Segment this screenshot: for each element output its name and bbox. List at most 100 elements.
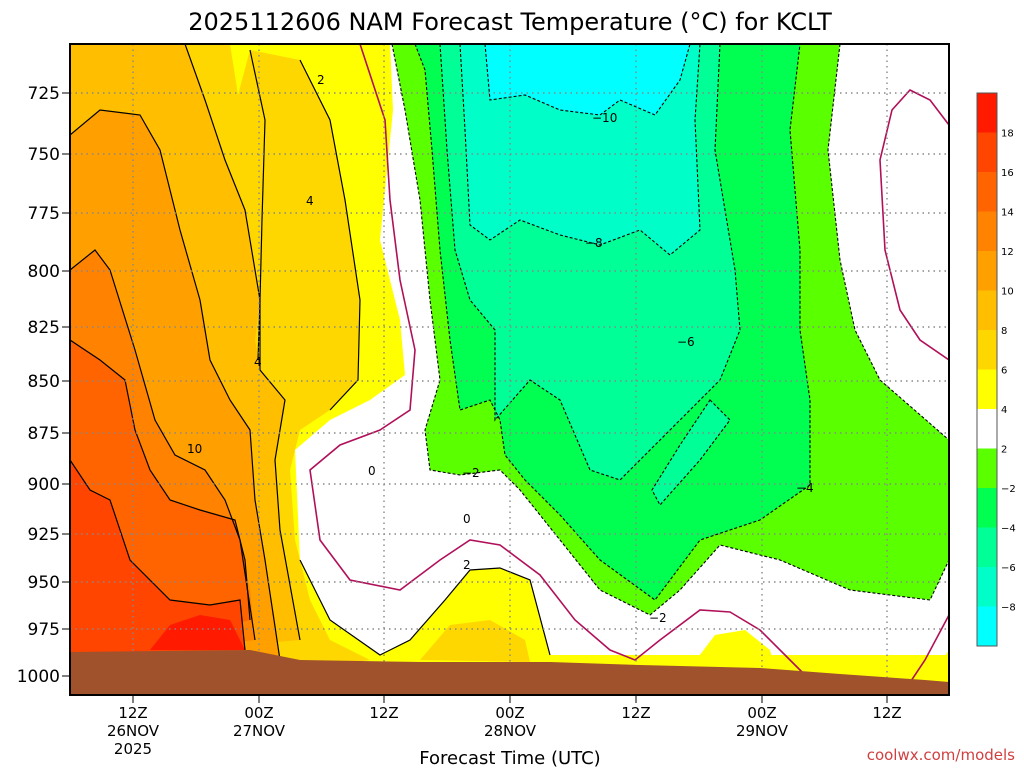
contour-label: −8 (585, 236, 603, 250)
colorbar-swatch (977, 527, 997, 567)
colorbar: 18 16 14 12 10 8 6 4 2 −2 −4 −6 −8 (976, 92, 1016, 647)
grid-lines (70, 44, 949, 695)
contour-minus2-upper (827, 44, 949, 441)
svg-text:29NOV: 29NOV (736, 722, 789, 740)
colorbar-tick-label: −6 (1001, 563, 1016, 574)
region-right-2-to-4 (690, 630, 775, 670)
contour-label: 0 (463, 512, 471, 526)
plot-area (70, 44, 949, 695)
svg-text:2025: 2025 (114, 740, 152, 758)
colorbar-swatch (977, 330, 997, 370)
svg-text:800: 800 (28, 262, 60, 282)
y-tick: 825 (28, 318, 70, 338)
contour-label: −2 (649, 611, 667, 625)
colorbar-swatch (977, 211, 997, 251)
contour-label: 2 (463, 558, 471, 572)
region-14-to-16 (70, 460, 245, 660)
y-tick: 775 (28, 204, 70, 224)
x-tick: 00Z 29NOV (736, 695, 789, 740)
contour-label: 0 (368, 464, 376, 478)
contour-6 (184, 44, 301, 641)
contour-minus6 (439, 44, 741, 481)
region-minus6-pocket (652, 400, 730, 505)
region-below-minus10 (485, 44, 690, 115)
y-tick: 750 (28, 145, 70, 165)
contour-zero-right (879, 89, 949, 361)
svg-text:950: 950 (28, 573, 60, 593)
y-tick: 875 (28, 424, 70, 444)
y-tick: 725 (28, 84, 70, 104)
colorbar-swatch (977, 369, 997, 409)
x-axis: 12Z 26NOV 2025 00Z 27NOV 12Z 00Z 28NOV 1… (107, 695, 902, 758)
colorbar-tick-label: 12 (1001, 247, 1014, 258)
contour-12 (70, 339, 251, 621)
colorbar-swatch (977, 172, 997, 212)
x-tick: 00Z 28NOV (484, 695, 537, 740)
svg-text:27NOV: 27NOV (233, 722, 286, 740)
svg-text:850: 850 (28, 372, 60, 392)
chart-title: 2025112606 NAM Forecast Temperature (°C)… (188, 8, 832, 36)
y-axis: 725 750 775 800 825 850 875 900 925 950 … (17, 84, 70, 687)
contour-zero-left (309, 44, 821, 691)
contour-8 (70, 109, 281, 661)
contour-minus10 (484, 44, 691, 116)
colorbar-swatch (977, 488, 997, 528)
contour-minus2 (391, 44, 949, 616)
contour-label: −6 (677, 335, 695, 349)
svg-text:12Z: 12Z (118, 704, 147, 722)
contour-2 (299, 59, 361, 411)
svg-text:1000: 1000 (17, 667, 60, 687)
contour-label: 2 (317, 73, 325, 87)
contour-label: −10 (592, 111, 617, 125)
x-tick: 12Z (369, 695, 399, 722)
contour-2-lower (299, 559, 551, 656)
colorbar-tick-label: 4 (1001, 405, 1007, 416)
credit-text: coolwx.com/models (867, 746, 1015, 764)
colorbar-swatch (977, 409, 997, 449)
contour-14 (70, 459, 246, 651)
colorbar-swatch (977, 290, 997, 330)
svg-text:925: 925 (28, 525, 60, 545)
x-tick: 00Z 27NOV (233, 695, 286, 740)
contour-minus8 (459, 44, 701, 256)
y-tick: 975 (28, 620, 70, 640)
region-4-6-lower-bubble (420, 620, 530, 662)
colorbar-tick-label: −8 (1001, 603, 1016, 614)
colorbar-swatch (977, 567, 997, 607)
svg-text:12Z: 12Z (872, 704, 901, 722)
svg-text:750: 750 (28, 145, 60, 165)
colorbar-swatch (977, 251, 997, 291)
svg-text:00Z: 00Z (495, 704, 524, 722)
contour-label: 4 (306, 194, 314, 208)
colorbar-tick-label: 18 (1001, 129, 1014, 140)
x-tick: 12Z (621, 695, 651, 722)
y-tick: 925 (28, 525, 70, 545)
colorbar-frame (976, 92, 998, 647)
region-16-plus (150, 615, 245, 650)
svg-text:875: 875 (28, 424, 60, 444)
colorbar-tick-label: 16 (1001, 168, 1014, 179)
colorbar-swatch (977, 93, 997, 133)
contour-label: −4 (796, 481, 814, 495)
y-tick: 800 (28, 262, 70, 282)
y-tick: 1000 (17, 667, 70, 687)
colorbar-tick-label: 8 (1001, 326, 1007, 337)
contour-labels: 2 4 4 10 0 −2 0 2 −10 −8 −6 −4 −2 (187, 73, 814, 625)
x-tick: 12Z 26NOV 2025 (107, 695, 160, 758)
x-tick: 12Z (872, 695, 902, 722)
colorbar-swatch (977, 606, 997, 646)
svg-text:775: 775 (28, 204, 60, 224)
svg-text:900: 900 (28, 475, 60, 495)
svg-text:26NOV: 26NOV (107, 722, 160, 740)
contour-label: −2 (462, 466, 480, 480)
contour-label: 4 (254, 355, 262, 369)
y-tick: 850 (28, 372, 70, 392)
svg-text:12Z: 12Z (369, 704, 398, 722)
svg-text:12Z: 12Z (621, 704, 650, 722)
svg-text:00Z: 00Z (747, 704, 776, 722)
svg-text:28NOV: 28NOV (484, 722, 537, 740)
colorbar-tick-label: −4 (1001, 524, 1016, 535)
colorbar-tick-label: 14 (1001, 208, 1014, 219)
y-tick: 900 (28, 475, 70, 495)
